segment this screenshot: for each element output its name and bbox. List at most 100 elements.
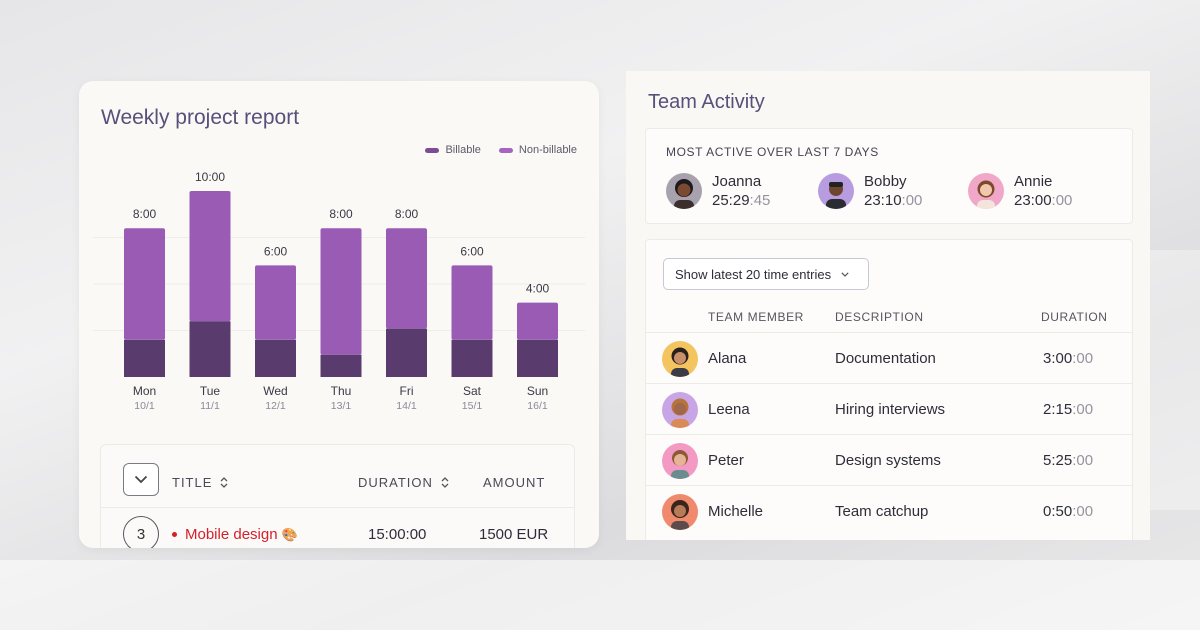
table-row[interactable]: 3 Mobile design 🎨 15:00:00 1500 EUR: [101, 508, 574, 548]
bar-non-billable-tue[interactable]: [189, 191, 231, 322]
bar-non-billable-sat[interactable]: [451, 265, 493, 340]
time-main: 23:00: [1014, 192, 1052, 209]
bar-billable-tue[interactable]: [189, 321, 231, 377]
bar-billable-thu[interactable]: [320, 354, 362, 377]
bar-total-label: 4:00: [526, 282, 550, 296]
duration-seconds: :00: [1072, 401, 1094, 418]
legend-billable: Billable: [425, 144, 481, 156]
column-duration-label: DURATION: [358, 475, 433, 490]
x-tick-date: 15/1: [462, 400, 483, 412]
table-row[interactable]: Leena Hiring interviews 2:15:00: [646, 383, 1132, 434]
bar-billable-fri[interactable]: [386, 328, 427, 377]
duration-seconds: :00: [1072, 452, 1094, 469]
most-active-time: 23:00:00: [1014, 191, 1072, 210]
entries-count-select[interactable]: Show latest 20 time entries: [663, 258, 869, 290]
duration-seconds: :00: [1072, 503, 1094, 520]
entries-select-label: Show latest 20 time entries: [675, 266, 832, 282]
legend-swatch-billable: [425, 147, 440, 153]
time-seconds: :00: [1051, 192, 1073, 209]
avatar: [662, 443, 698, 479]
avatar: [662, 341, 698, 377]
entry-duration: 5:25:00: [1043, 452, 1093, 469]
project-table-header: TITLE DURATION AMOUNT: [101, 445, 574, 508]
entry-description: Hiring interviews: [835, 401, 946, 418]
x-tick-day: Fri: [400, 384, 414, 398]
bar-total-label: 8:00: [395, 207, 419, 221]
time-entries-panel: Show latest 20 time entries TEAM MEMBER …: [645, 239, 1133, 540]
bar-total-label: 6:00: [460, 244, 484, 258]
duration-main: 2:15: [1043, 401, 1073, 418]
entry-member-name: Leena: [708, 401, 750, 418]
most-active-name: Annie: [1014, 173, 1053, 190]
column-team-member: TEAM MEMBER: [708, 310, 804, 324]
bar-billable-sun[interactable]: [517, 339, 558, 377]
bar-total-label: 6:00: [264, 244, 288, 258]
most-active-user[interactable]: Annie 23:00:00: [968, 172, 1072, 210]
time-main: 25:29: [712, 192, 750, 209]
avatar: [818, 173, 854, 209]
duration-main: 3:00: [1043, 350, 1073, 367]
duration-seconds: :00: [1072, 350, 1094, 367]
column-title[interactable]: TITLE: [172, 475, 228, 490]
x-tick-day: Sat: [463, 384, 482, 398]
most-active-panel: MOST ACTIVE OVER LAST 7 DAYS Joanna 25:2…: [645, 128, 1133, 224]
project-name[interactable]: Mobile design 🎨: [172, 526, 298, 543]
table-row[interactable]: Peter Design systems 5:25:00: [646, 434, 1132, 485]
most-active-user[interactable]: Joanna 25:29:45: [666, 172, 770, 210]
column-duration[interactable]: DURATION: [358, 475, 449, 490]
team-activity-title: Team Activity: [648, 91, 765, 113]
row-count-badge[interactable]: 3: [123, 516, 159, 548]
x-tick-date: 14/1: [396, 400, 417, 412]
report-title: Weekly project report: [101, 106, 300, 129]
duration-main: 0:50: [1043, 503, 1073, 520]
bar-non-billable-mon[interactable]: [124, 228, 165, 340]
x-tick-day: Sun: [527, 384, 548, 398]
duration-main: 5:25: [1043, 452, 1073, 469]
entry-description: Documentation: [835, 350, 936, 367]
entry-duration: 3:00:00: [1043, 350, 1093, 367]
bar-billable-wed[interactable]: [255, 339, 296, 377]
entry-member-name: Peter: [708, 452, 744, 469]
x-tick-date: 11/1: [200, 400, 220, 412]
table-row[interactable]: Alana Documentation 3:00:00: [646, 332, 1132, 383]
x-tick-date: 10/1: [134, 400, 155, 412]
avatar: [662, 494, 698, 530]
expand-rows-button[interactable]: [123, 463, 159, 496]
legend-label-billable: Billable: [445, 144, 481, 156]
most-active-user[interactable]: Bobby 23:10:00: [818, 172, 922, 210]
column-duration: DURATION: [1041, 310, 1108, 324]
bar-total-label: 8:00: [329, 207, 353, 221]
bar-total-label: 10:00: [195, 170, 225, 184]
avatar: [968, 173, 1004, 209]
entry-duration: 2:15:00: [1043, 401, 1093, 418]
most-active-name: Bobby: [864, 173, 907, 190]
weekly-bar-chart: 8:00 Mon 10/1 10:00 Tue 11/1 6:00 Wed 12/1 8:00 Th…: [93, 170, 585, 412]
x-tick-day: Thu: [331, 384, 352, 398]
legend-label-non-billable: Non-billable: [518, 144, 577, 156]
x-tick-day: Tue: [200, 384, 221, 398]
bar-billable-mon[interactable]: [124, 339, 165, 377]
weekly-report-card: Weekly project report Billable Non-billa…: [79, 81, 599, 548]
bar-non-billable-sun[interactable]: [517, 302, 558, 340]
column-amount: AMOUNT: [483, 475, 545, 490]
entry-description: Team catchup: [835, 503, 929, 520]
bar-non-billable-fri[interactable]: [386, 228, 427, 329]
column-title-label: TITLE: [172, 475, 213, 490]
time-seconds: :00: [901, 192, 923, 209]
table-row[interactable]: Michelle Team catchup 0:50:00: [646, 485, 1132, 536]
bar-non-billable-thu[interactable]: [320, 228, 362, 355]
x-tick-day: Wed: [263, 384, 287, 398]
x-tick-date: 16/1: [527, 400, 548, 412]
bar-non-billable-wed[interactable]: [255, 265, 296, 340]
palette-icon: 🎨: [281, 526, 298, 542]
time-main: 23:10: [864, 192, 902, 209]
bar-billable-sat[interactable]: [451, 339, 493, 377]
x-tick-date: 12/1: [265, 400, 286, 412]
project-table: TITLE DURATION AMOUNT 3 Mobile design 🎨: [100, 444, 575, 548]
project-color-dot: [172, 532, 177, 537]
project-name-label: Mobile design: [185, 526, 278, 543]
x-tick-date: 13/1: [331, 400, 352, 412]
chevron-down-icon: [134, 475, 148, 484]
entry-duration: 0:50:00: [1043, 503, 1093, 520]
bar-total-label: 8:00: [133, 207, 157, 221]
